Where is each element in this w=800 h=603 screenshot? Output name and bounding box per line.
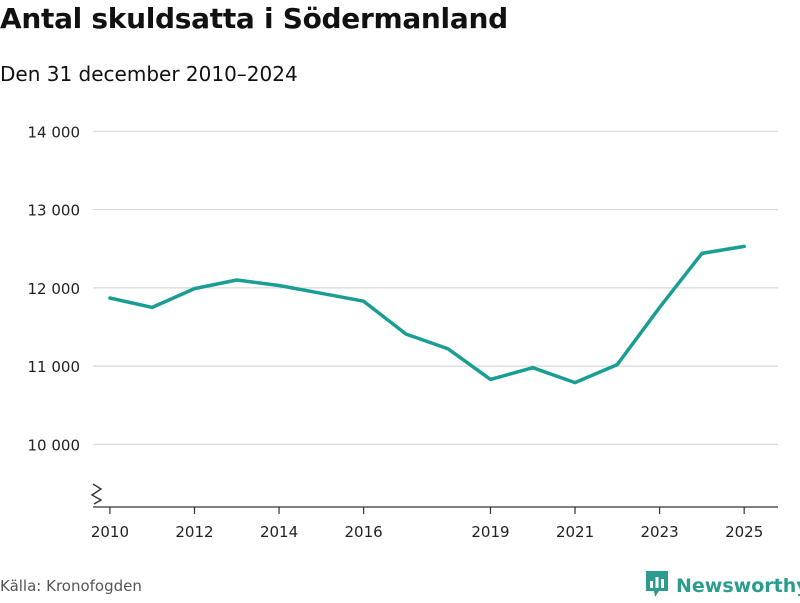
series-line bbox=[108, 244, 746, 385]
axis-break-icon bbox=[90, 483, 103, 505]
data-point bbox=[192, 286, 197, 291]
data-point bbox=[277, 283, 282, 288]
series-group bbox=[107, 244, 747, 385]
brand-name: Newsworthy bbox=[676, 575, 800, 597]
data-point bbox=[319, 291, 324, 296]
data-point bbox=[446, 346, 451, 351]
data-point bbox=[699, 251, 704, 256]
data-point bbox=[107, 296, 112, 301]
y-tick-label: 13 000 bbox=[28, 202, 81, 220]
x-tick-label: 2021 bbox=[556, 523, 594, 541]
x-tick-label: 2023 bbox=[641, 523, 679, 541]
axis-break-icon bbox=[90, 483, 103, 505]
data-point bbox=[403, 332, 408, 337]
y-tick-label: 14 000 bbox=[28, 123, 81, 141]
data-point bbox=[530, 365, 535, 370]
data-point bbox=[234, 278, 239, 283]
x-tick-label: 2014 bbox=[260, 523, 298, 541]
data-point bbox=[573, 380, 578, 385]
newsworthy-logo-icon bbox=[644, 569, 670, 603]
x-axis-tick-labels: 2010 2012 2014 2016 2019 2021 2023 2025 bbox=[91, 523, 763, 541]
x-tick-label: 2016 bbox=[345, 523, 383, 541]
data-point bbox=[488, 377, 493, 382]
data-point bbox=[742, 244, 747, 249]
data-point bbox=[615, 362, 620, 367]
y-tick-label: 10 000 bbox=[28, 436, 81, 454]
source-note: Källa: Kronofogden bbox=[0, 577, 142, 595]
y-tick-label: 11 000 bbox=[28, 358, 81, 376]
data-point bbox=[361, 299, 366, 304]
chart-subtitle: Den 31 december 2010–2024 bbox=[0, 62, 298, 86]
chart-title: Antal skuldsatta i Södermanland bbox=[0, 2, 508, 35]
grid-lines bbox=[93, 130, 778, 445]
data-point bbox=[150, 305, 155, 310]
x-tick-label: 2019 bbox=[471, 523, 509, 541]
y-axis-tick-labels: 10 000 11 000 12 000 13 000 14 000 bbox=[28, 123, 81, 454]
x-tick-label: 2012 bbox=[175, 523, 213, 541]
y-tick-label: 12 000 bbox=[28, 280, 81, 298]
brand[interactable]: Newsworthy bbox=[644, 569, 800, 603]
data-point bbox=[657, 305, 662, 310]
x-axis bbox=[93, 506, 778, 514]
x-tick-label: 2010 bbox=[91, 523, 129, 541]
x-tick-label: 2025 bbox=[725, 523, 763, 541]
